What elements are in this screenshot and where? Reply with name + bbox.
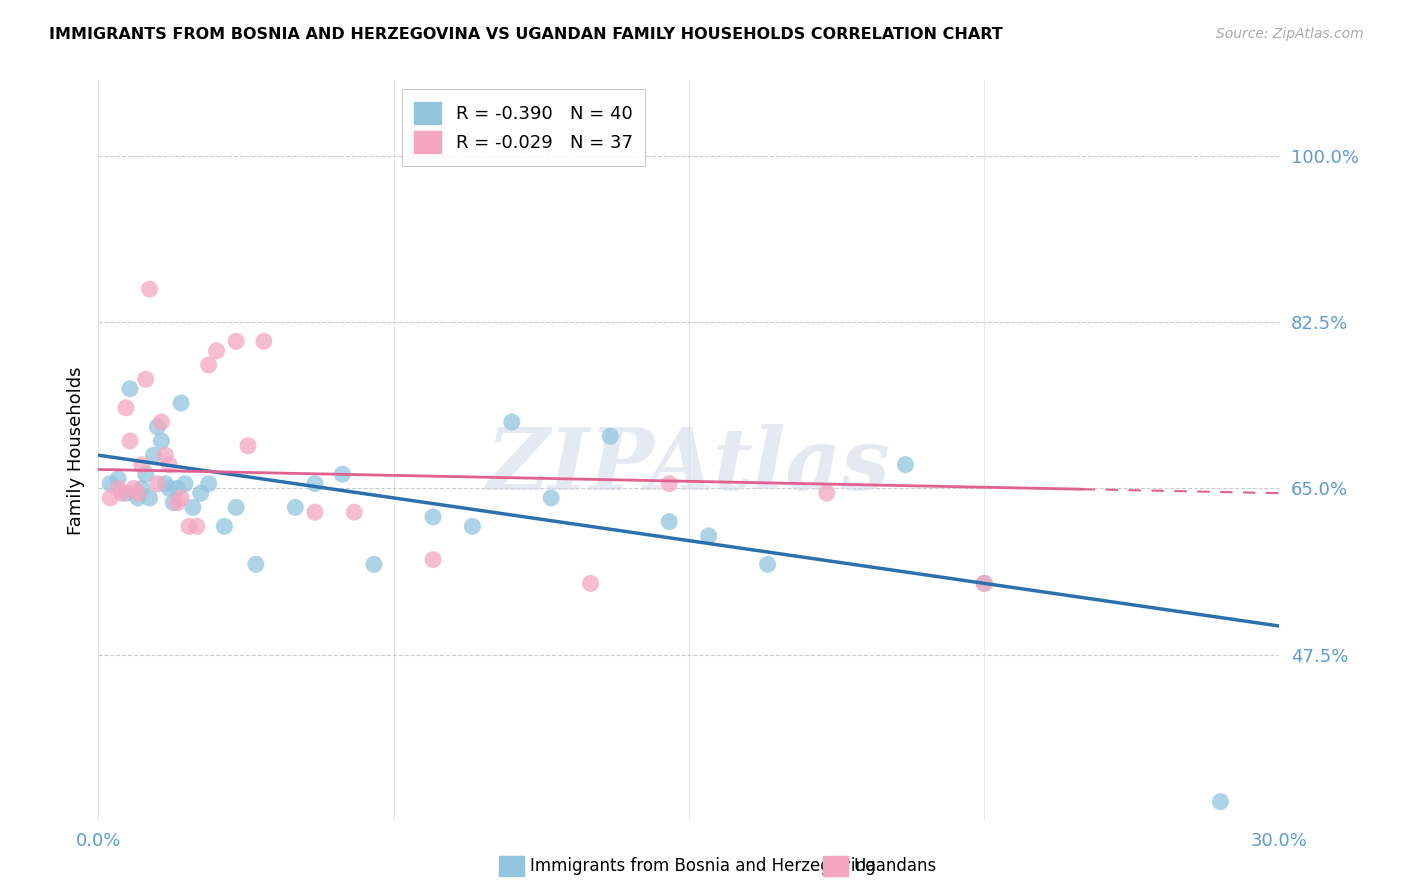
Point	[98, 491, 121, 505]
Point	[190, 486, 212, 500]
Point	[894, 458, 917, 472]
Point	[422, 509, 444, 524]
Point	[214, 519, 236, 533]
Point	[111, 486, 134, 500]
Point	[501, 415, 523, 429]
Point	[138, 491, 160, 505]
Point	[343, 505, 366, 519]
Point	[155, 448, 177, 462]
Point	[146, 476, 169, 491]
Legend: R = -0.390   N = 40, R = -0.029   N = 37: R = -0.390 N = 40, R = -0.029 N = 37	[402, 89, 645, 166]
Point	[150, 434, 173, 448]
Point	[118, 434, 141, 448]
Point	[236, 439, 259, 453]
Point	[815, 486, 838, 500]
Point	[150, 415, 173, 429]
Point	[177, 519, 200, 533]
Point	[225, 500, 247, 515]
Point	[162, 496, 184, 510]
Point	[157, 482, 180, 496]
Point	[1209, 795, 1232, 809]
Point	[973, 576, 995, 591]
Point	[127, 491, 149, 505]
Point	[225, 334, 247, 349]
Text: Immigrants from Bosnia and Herzegovina: Immigrants from Bosnia and Herzegovina	[530, 857, 876, 875]
Point	[131, 482, 153, 496]
Point	[107, 482, 129, 496]
Text: Source: ZipAtlas.com: Source: ZipAtlas.com	[1216, 27, 1364, 41]
Point	[138, 282, 160, 296]
Point	[135, 467, 157, 482]
Point	[122, 482, 145, 496]
Text: Ugandans: Ugandans	[853, 857, 936, 875]
Point	[284, 500, 307, 515]
Point	[98, 476, 121, 491]
Point	[658, 515, 681, 529]
Point	[146, 419, 169, 434]
Point	[304, 476, 326, 491]
Point	[332, 467, 354, 482]
Point	[197, 358, 219, 372]
Point	[115, 401, 138, 415]
Text: ZIPAtlas: ZIPAtlas	[486, 424, 891, 507]
Point	[304, 505, 326, 519]
Point	[135, 372, 157, 386]
Point	[197, 476, 219, 491]
Point	[973, 576, 995, 591]
Point	[118, 382, 141, 396]
Point	[142, 448, 165, 462]
Point	[186, 519, 208, 533]
Point	[174, 476, 197, 491]
Point	[115, 486, 138, 500]
Point	[756, 558, 779, 572]
Point	[579, 576, 602, 591]
Point	[155, 476, 177, 491]
Point	[107, 472, 129, 486]
Y-axis label: Family Households: Family Households	[66, 367, 84, 534]
Point	[658, 476, 681, 491]
Point	[166, 482, 188, 496]
Point	[540, 491, 562, 505]
Point	[253, 334, 276, 349]
Point	[697, 529, 720, 543]
Point	[170, 396, 193, 410]
Point	[422, 552, 444, 566]
Text: IMMIGRANTS FROM BOSNIA AND HERZEGOVINA VS UGANDAN FAMILY HOUSEHOLDS CORRELATION : IMMIGRANTS FROM BOSNIA AND HERZEGOVINA V…	[49, 27, 1002, 42]
Point	[127, 486, 149, 500]
Point	[599, 429, 621, 443]
Bar	[499, 856, 524, 876]
Point	[157, 458, 180, 472]
Point	[245, 558, 267, 572]
Bar	[823, 856, 848, 876]
Point	[166, 496, 188, 510]
Point	[131, 458, 153, 472]
Point	[170, 491, 193, 505]
Point	[181, 500, 204, 515]
Point	[461, 519, 484, 533]
Point	[205, 343, 228, 358]
Point	[363, 558, 385, 572]
